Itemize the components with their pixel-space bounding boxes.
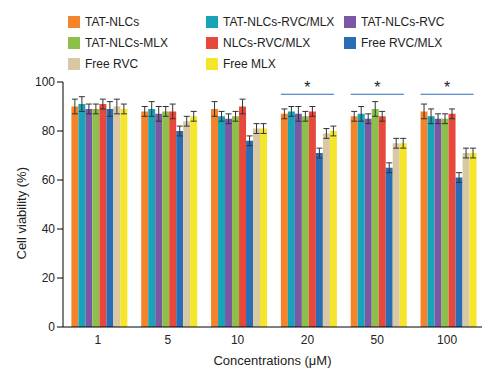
- svg-text:*: *: [374, 79, 380, 96]
- html-text:TAT-NLCs-RVC/MLX: TAT-NLCs-RVC/MLX: [223, 14, 335, 29]
- svg-text:Cell viability (%): Cell viability (%): [14, 167, 29, 259]
- svg-text:40: 40: [42, 222, 56, 236]
- svg-text:100: 100: [437, 333, 457, 347]
- html-text:TAT-NLCs-RVC: TAT-NLCs-RVC: [361, 14, 445, 29]
- html-text:NLCs-RVC/MLX: NLCs-RVC/MLX: [223, 36, 311, 50]
- svg-text:80: 80: [42, 124, 56, 138]
- svg-text:20: 20: [42, 271, 56, 285]
- html-text:Free MLX: Free MLX: [223, 57, 276, 72]
- svg-text:*: *: [444, 79, 450, 96]
- svg-text:5: 5: [164, 333, 171, 347]
- svg-text:20: 20: [301, 333, 315, 347]
- svg-text:50: 50: [371, 333, 385, 347]
- svg-text:1: 1: [95, 333, 102, 347]
- html-text:Free RVC/MLX: Free RVC/MLX: [361, 36, 443, 50]
- svg-text:*: *: [304, 79, 310, 96]
- html-text:Free RVC: Free RVC: [85, 57, 139, 72]
- svg-text:0: 0: [48, 320, 55, 334]
- html-text:TAT-NLCs-MLX: TAT-NLCs-MLX: [85, 36, 168, 50]
- svg-text:100: 100: [35, 75, 55, 89]
- svg-text:10: 10: [231, 333, 245, 347]
- svg-text:60: 60: [42, 173, 56, 187]
- svg-text:Concentrations (μM): Concentrations (μM): [213, 353, 331, 368]
- html-text:TAT-NLCs: TAT-NLCs: [85, 14, 140, 29]
